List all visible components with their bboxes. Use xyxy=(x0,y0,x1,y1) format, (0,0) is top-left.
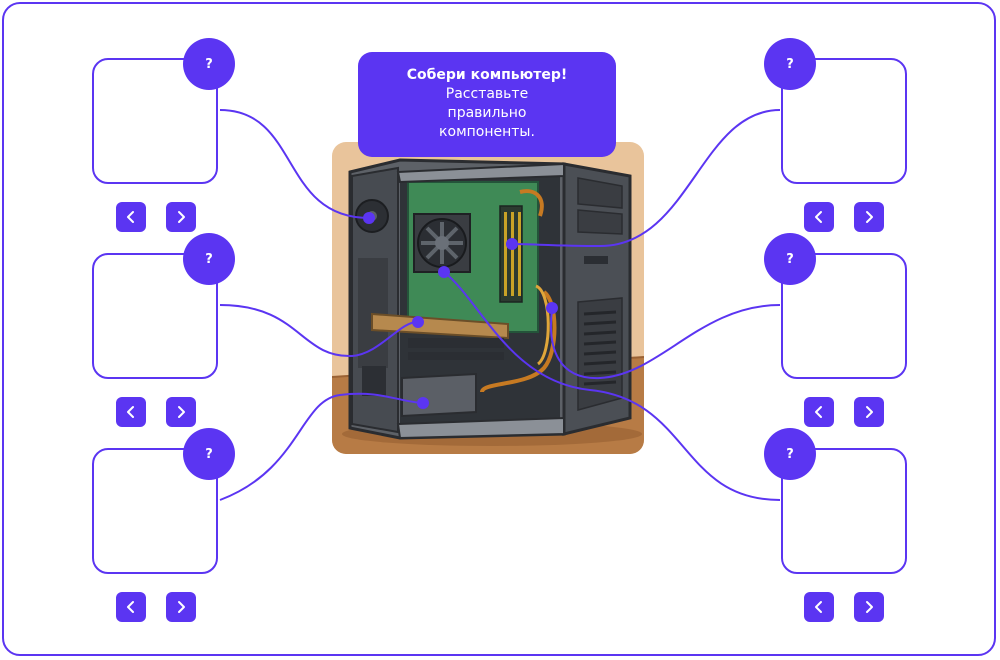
next-button[interactable] xyxy=(854,397,884,427)
next-button[interactable] xyxy=(166,592,196,622)
next-button[interactable] xyxy=(854,202,884,232)
chevron-left-icon xyxy=(127,601,134,613)
computer-case-drawing xyxy=(332,158,644,454)
prev-button[interactable] xyxy=(116,397,146,427)
instruction-line-2: правильно xyxy=(447,105,527,121)
prev-button[interactable] xyxy=(804,202,834,232)
prev-button[interactable] xyxy=(116,202,146,232)
chevron-right-icon xyxy=(866,211,873,223)
chevron-right-icon xyxy=(866,406,873,418)
instruction-line-1: Расставьте xyxy=(445,86,529,102)
instruction-line-3: компоненты. xyxy=(439,124,535,140)
next-button[interactable] xyxy=(166,397,196,427)
chevron-left-icon xyxy=(815,601,822,613)
slot-badge: ? xyxy=(183,38,235,90)
prev-button[interactable] xyxy=(804,592,834,622)
prev-button[interactable] xyxy=(804,397,834,427)
slot-badge: ? xyxy=(764,428,816,480)
slot-badge: ? xyxy=(764,38,816,90)
slot-badge: ? xyxy=(183,233,235,285)
chevron-right-icon xyxy=(178,601,185,613)
slot-badge: ? xyxy=(764,233,816,285)
chevron-right-icon xyxy=(866,601,873,613)
prev-button[interactable] xyxy=(116,592,146,622)
next-button[interactable] xyxy=(854,592,884,622)
computer-case-illustration xyxy=(332,142,644,454)
next-button[interactable] xyxy=(166,202,196,232)
chevron-right-icon xyxy=(178,211,185,223)
slot-badge: ? xyxy=(183,428,235,480)
instruction-heading: Собери компьютер! xyxy=(406,67,568,83)
instruction-banner: Собери компьютер! Расставьте правильно к… xyxy=(358,52,616,157)
chevron-left-icon xyxy=(815,211,822,223)
chevron-left-icon xyxy=(815,406,822,418)
chevron-left-icon xyxy=(127,211,134,223)
chevron-left-icon xyxy=(127,406,134,418)
chevron-right-icon xyxy=(178,406,185,418)
